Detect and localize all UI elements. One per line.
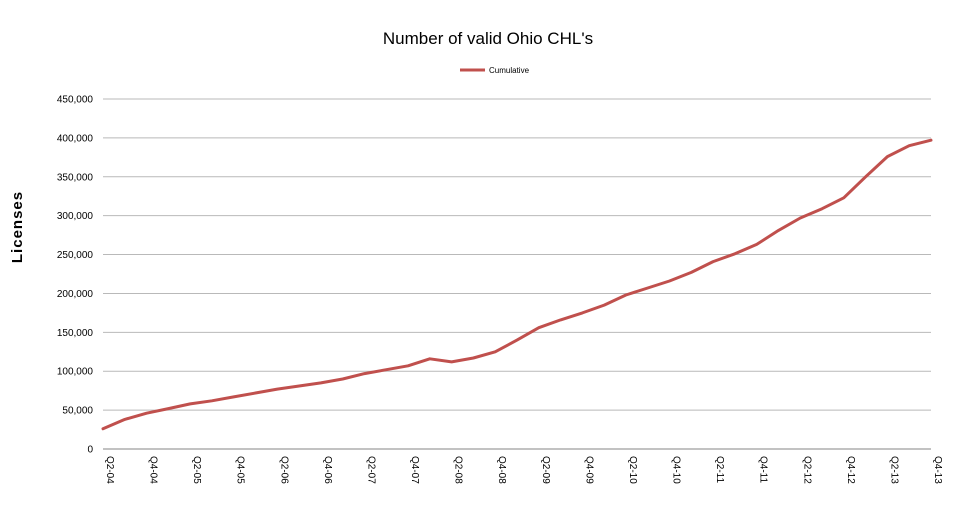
x-tick-label: Q2-08 <box>453 456 464 484</box>
x-tick-label: Q4-07 <box>409 456 420 484</box>
x-tick-label: Q4-04 <box>148 456 159 484</box>
x-tick-label: Q4-09 <box>583 456 594 484</box>
x-tick-label: Q2-04 <box>104 456 115 484</box>
x-tick-label: Q2-07 <box>365 456 376 484</box>
x-tick-label: Q2-09 <box>540 456 551 484</box>
x-tick-label: Q4-11 <box>758 456 769 483</box>
y-tick-label: 350,000 <box>57 172 94 183</box>
x-tick-label: Q4-12 <box>845 456 856 484</box>
y-tick-label: 100,000 <box>57 367 94 378</box>
x-tick-label: Q4-13 <box>932 456 943 484</box>
x-tick-label: Q2-06 <box>278 456 289 484</box>
y-tick-label: 50,000 <box>62 406 93 417</box>
x-tick-label: Q4-08 <box>496 456 507 484</box>
y-tick-label: 150,000 <box>57 328 94 339</box>
x-tick-labels: Q2-04 Q4-04 Q2-05 Q4-05 Q2-06 Q4-06 Q2-07 Q4-07… <box>104 456 943 484</box>
y-tick-label: 200,000 <box>57 289 94 300</box>
x-tick-label: Q2-11 <box>714 456 725 483</box>
x-tick-label: Q2-12 <box>801 456 812 484</box>
y-tick-label: 450,000 <box>57 95 94 106</box>
y-tick-label: 400,000 <box>57 133 94 144</box>
x-tick-label: Q4-06 <box>322 456 333 484</box>
y-tick-labels: 0 50,000 100,000 150,000 200,000 250,000 300,0… <box>57 95 94 456</box>
y-axis-label: Licenses <box>9 191 26 263</box>
x-tick-label: Q4-10 <box>671 456 682 484</box>
y-tick-label: 0 <box>87 445 93 456</box>
x-tick-label: Q4-05 <box>235 456 246 484</box>
y-tick-label: 250,000 <box>57 250 94 261</box>
x-tick-label: Q2-10 <box>627 456 638 484</box>
legend-label: Cumulative <box>489 66 530 75</box>
x-tick-label: Q2-13 <box>888 456 899 484</box>
gridlines <box>103 98 931 411</box>
chart-title: Number of valid Ohio CHL's <box>383 29 593 48</box>
series-line-cumulative <box>101 138 933 431</box>
legend: Cumulative <box>460 66 530 75</box>
x-tick-label: Q2-05 <box>191 456 202 484</box>
y-tick-label: 300,000 <box>57 211 94 222</box>
